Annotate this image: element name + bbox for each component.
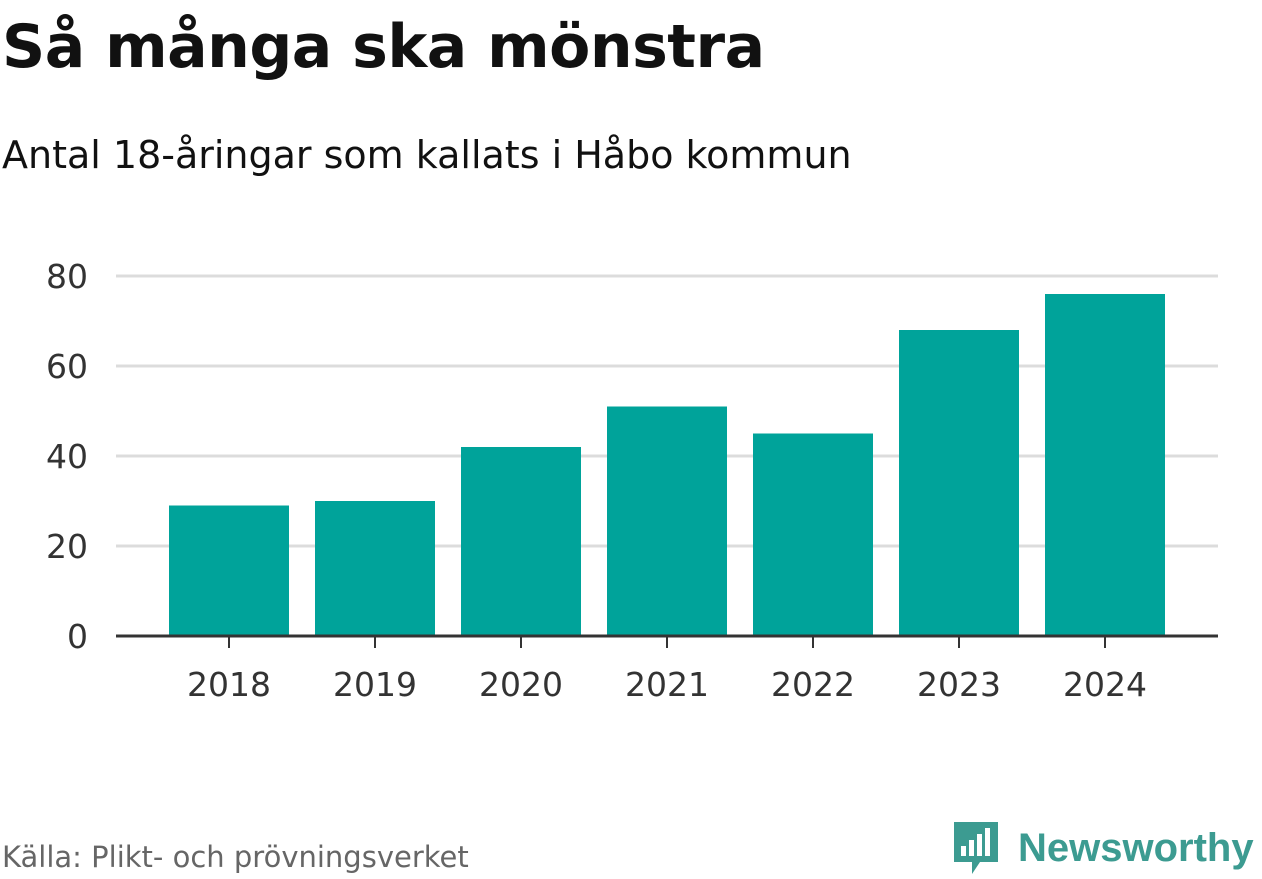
- y-tick-label: 0: [67, 617, 88, 656]
- y-axis-ticks: 0 20 40 60 80: [46, 257, 88, 656]
- newsworthy-brand[interactable]: Newsworthy: [950, 818, 1254, 878]
- x-axis-ticks: 2018 2019 2020 2021 2022 2023 2024: [187, 636, 1147, 704]
- x-tick-label: 2024: [1063, 665, 1147, 704]
- bar-2023[interactable]: [899, 330, 1019, 636]
- x-tick-label: 2021: [625, 665, 709, 704]
- x-tick-label: 2020: [479, 665, 563, 704]
- x-tick-label: 2023: [917, 665, 1001, 704]
- newsworthy-logo-icon: [954, 822, 998, 874]
- bar-2019[interactable]: [315, 501, 435, 636]
- y-tick-label: 60: [46, 347, 88, 386]
- bar-2018[interactable]: [169, 505, 289, 637]
- bar-2022[interactable]: [753, 433, 873, 637]
- chart-subtitle: Antal 18-åringar som kallats i Håbo komm…: [2, 133, 852, 177]
- bar-2024[interactable]: [1045, 294, 1165, 636]
- bars: [169, 294, 1165, 636]
- chart-title: Så många ska mönstra: [2, 12, 765, 82]
- bar-2021[interactable]: [607, 406, 727, 637]
- y-tick-label: 20: [46, 527, 88, 566]
- x-tick-label: 2018: [187, 665, 271, 704]
- source-note: Källa: Plikt- och prövningsverket: [2, 840, 469, 874]
- brand-name: Newsworthy: [1018, 825, 1254, 870]
- y-tick-label: 80: [46, 257, 88, 296]
- bar-chart: 0 20 40 60 80 2018 2019 2020 2021 2022 2023 2024: [46, 257, 1218, 704]
- y-tick-label: 40: [46, 437, 88, 476]
- x-tick-label: 2022: [771, 665, 855, 704]
- x-tick-label: 2019: [333, 665, 417, 704]
- bar-2020[interactable]: [461, 447, 581, 636]
